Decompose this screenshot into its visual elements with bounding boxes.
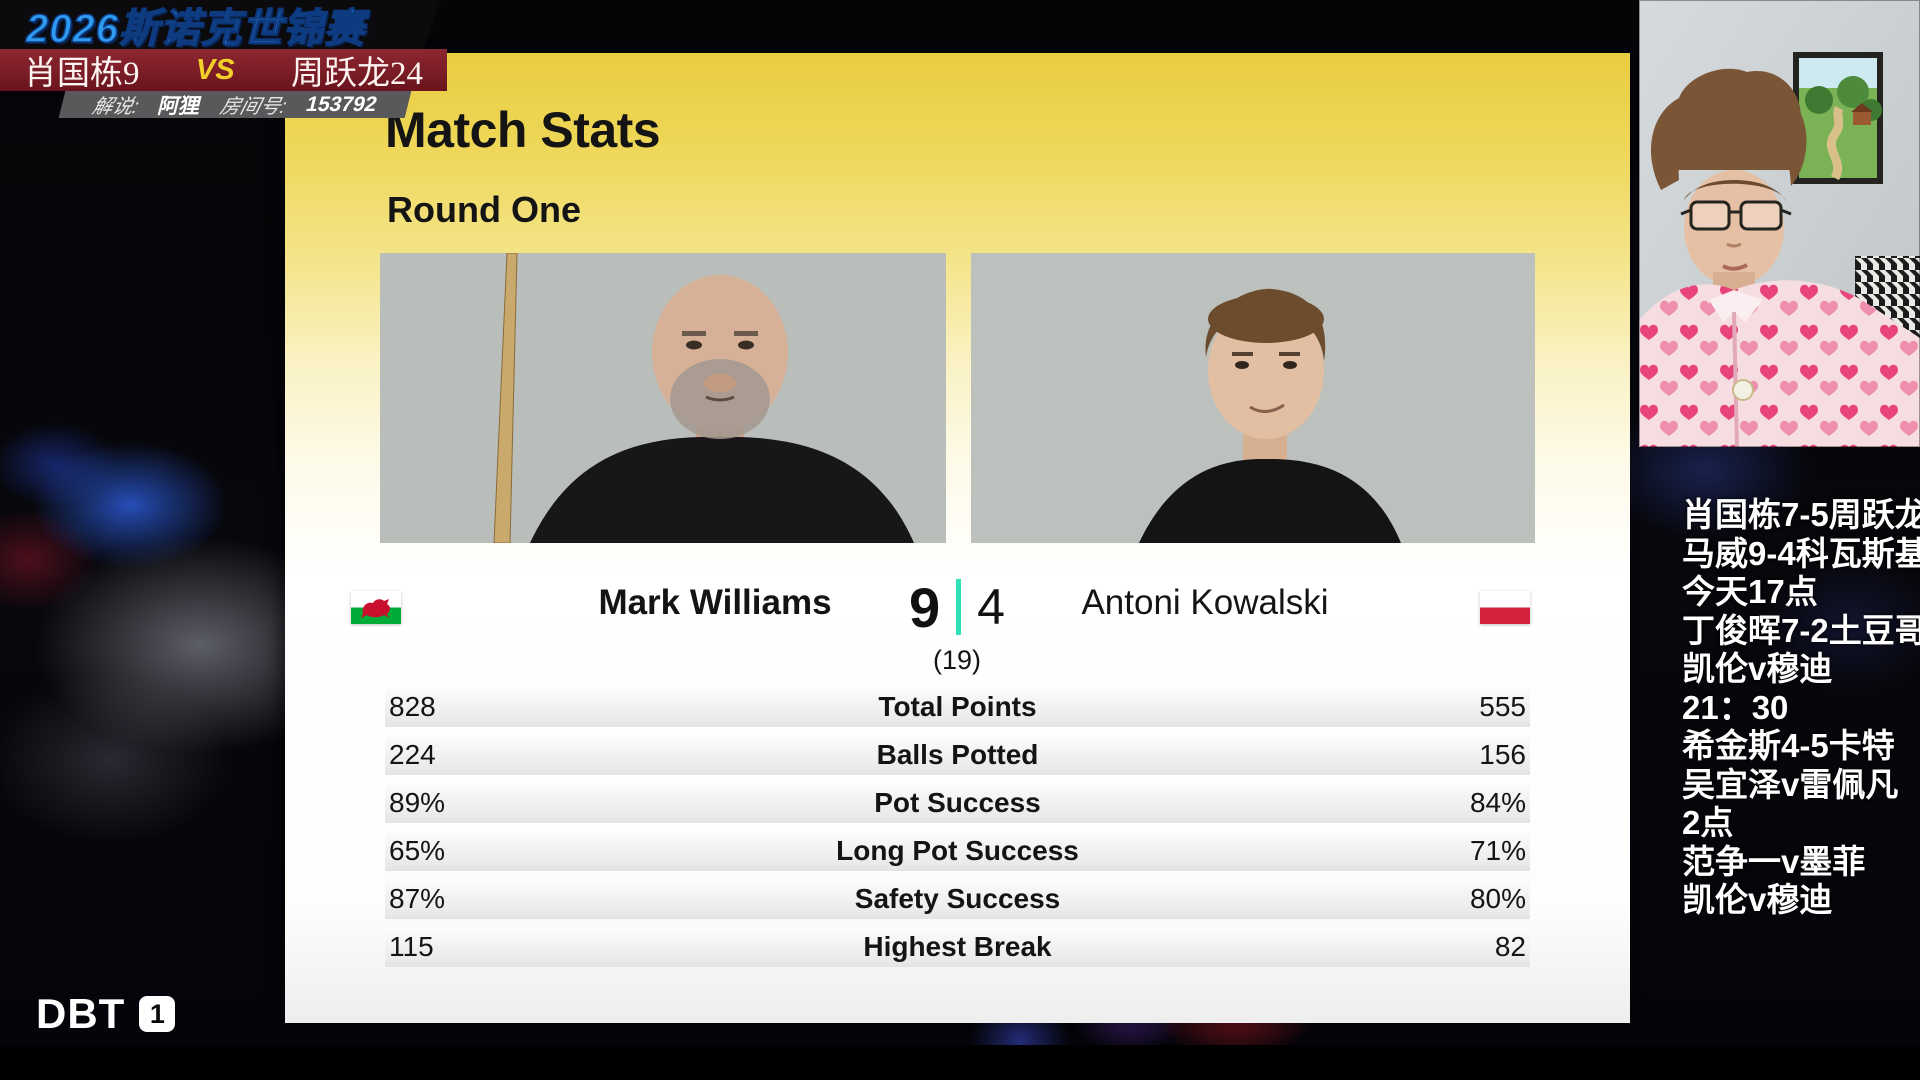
score-right: 4: [977, 579, 1005, 635]
stat-value-right: 71%: [1469, 835, 1526, 866]
matchup-right-player: 周跃龙24: [291, 56, 423, 92]
schedule-line: 2点: [1682, 804, 1734, 841]
vs-label: VS: [195, 53, 235, 86]
stats-table: 828 Total Points 555 224 Balls Potted 15…: [385, 687, 1530, 975]
wales-flag: [351, 591, 401, 624]
channel-logo: DBT 1: [36, 990, 176, 1038]
commentator-name: 阿狸: [155, 94, 204, 118]
schedule-line: 丁俊晖7-2土豆哥: [1682, 611, 1920, 649]
wall-painting: [1793, 52, 1883, 184]
letterbox-bottom-bar: [0, 1045, 1920, 1080]
schedule-line: 凯伦v穆迪: [1682, 650, 1833, 687]
stat-value-right: 84%: [1469, 787, 1526, 818]
schedule-line: 21：30: [1682, 688, 1789, 726]
player-name-right: Antoni Kowalski: [1081, 583, 1329, 622]
schedule-line: 希金斯4-5卡特: [1682, 727, 1895, 764]
score-group: 9 4: [845, 571, 1069, 643]
stat-value-right: 82: [1494, 931, 1526, 962]
stat-label: Safety Success: [854, 883, 1061, 914]
room-number: 153792: [303, 92, 380, 116]
stat-value-left: 87%: [389, 883, 446, 914]
schedule-line: 范争一v墨菲: [1682, 842, 1866, 880]
round-subtitle: Round One: [387, 189, 581, 230]
stat-label: Total Points: [878, 691, 1037, 722]
stat-label: Pot Success: [874, 787, 1041, 818]
stat-value-right: 555: [1479, 691, 1526, 722]
poland-flag: [1480, 591, 1530, 624]
stat-row-highest-break: 115 Highest Break 82: [385, 927, 1530, 967]
player-photo-antoni-kowalski: [971, 253, 1535, 543]
commentator-label: 解说:: [90, 96, 142, 118]
stat-row-balls-potted: 224 Balls Potted 156: [385, 735, 1530, 775]
stat-row-safety-success: 87% Safety Success 80%: [385, 879, 1530, 919]
schedule-line: 吴宜泽v雷佩凡: [1682, 765, 1899, 803]
schedule-line: 肖国栋7-5周跃龙: [1682, 496, 1920, 533]
matchup-banner: 肖国栋9 VS 周跃龙24: [0, 49, 447, 92]
tournament-title: 2026斯诺克世锦赛: [25, 6, 365, 51]
stat-label: Highest Break: [863, 931, 1052, 962]
streamer-person: [1639, 68, 1920, 447]
schedule-list: 肖国栋7-5周跃龙 马威9-4科瓦斯基 今天17点 丁俊晖7-2土豆哥 凯伦v穆…: [1682, 496, 1920, 920]
player-photo-mark-williams: [380, 253, 946, 543]
schedule-line: 马威9-4科瓦斯基: [1682, 534, 1920, 572]
room-label: 房间号:: [217, 96, 289, 118]
stat-value-left: 65%: [389, 835, 446, 866]
score-left: 9: [909, 575, 941, 639]
page-title: Match Stats: [385, 102, 661, 158]
player-name-left: Mark Williams: [598, 583, 832, 622]
stat-row-pot-success: 89% Pot Success 84%: [385, 783, 1530, 823]
stat-value-right: 80%: [1469, 883, 1526, 914]
stat-row-total-points: 828 Total Points 555: [385, 687, 1530, 727]
streamer-webcam: [1639, 0, 1920, 447]
stat-value-left: 828: [389, 691, 436, 722]
stat-value-left: 89%: [389, 787, 446, 818]
score-divider: [956, 579, 962, 635]
stat-value-left: 224: [389, 739, 436, 770]
match-stats-panel: Match Stats Round One: [285, 53, 1630, 1023]
channel-name: DBT: [36, 990, 126, 1037]
matchup-left-player: 肖国栋9: [24, 56, 140, 92]
stream-info-bar: 解说: 阿狸 房间号: 153792: [58, 91, 412, 118]
best-of-frames: (19): [932, 645, 981, 675]
stat-label: Long Pot Success: [836, 835, 1079, 866]
schedule-line: 凯伦v穆迪: [1682, 881, 1833, 918]
tournament-title-banner: 2026斯诺克世锦赛: [0, 0, 441, 49]
schedule-line: 今天17点: [1682, 573, 1818, 610]
stat-row-long-pot-success: 65% Long Pot Success 71%: [385, 831, 1530, 871]
score-line: Mark Williams 9 4 Antoni Kowalski: [285, 571, 1630, 643]
stat-label: Balls Potted: [876, 739, 1039, 770]
stat-value-right: 156: [1479, 739, 1526, 770]
stat-value-left: 115: [389, 931, 434, 962]
channel-number-badge: 1: [139, 996, 176, 1032]
